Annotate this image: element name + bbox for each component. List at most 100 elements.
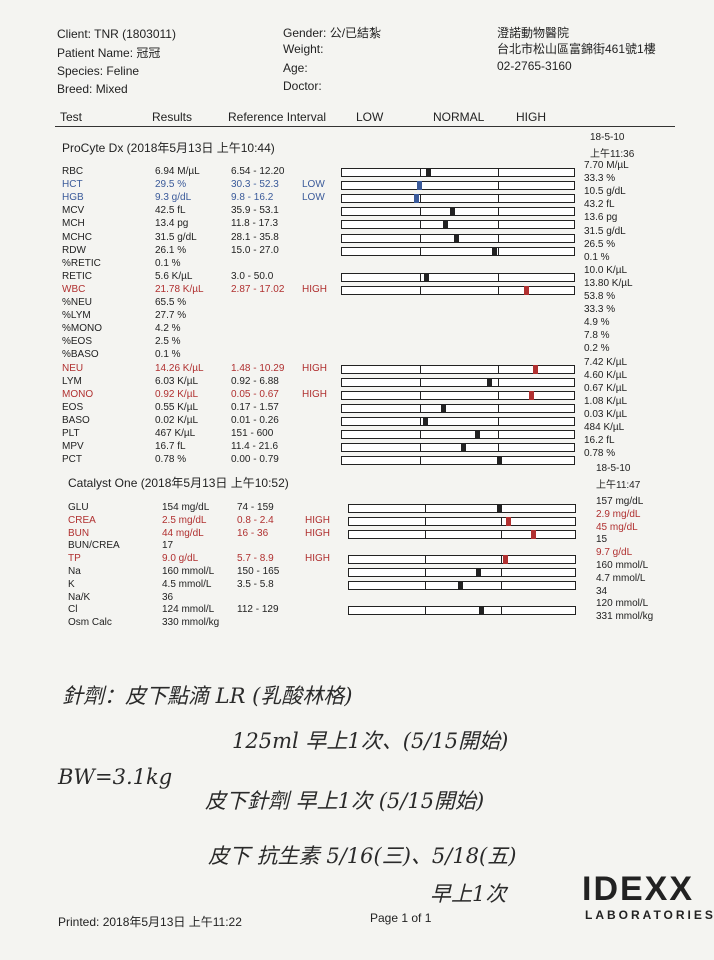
doctor: Doctor: xyxy=(283,79,322,93)
test-name: MPV xyxy=(62,441,84,453)
result: 36 xyxy=(162,591,174,603)
test-name: NEU xyxy=(62,362,84,374)
previous-result: 0.2 % xyxy=(584,343,610,355)
range-bar xyxy=(341,364,575,374)
result-marker xyxy=(503,555,509,565)
bar-divider xyxy=(420,404,421,412)
range-bar xyxy=(348,529,576,539)
result-marker xyxy=(425,168,431,177)
result-marker xyxy=(475,568,481,577)
bar-divider xyxy=(420,286,421,294)
range-bar xyxy=(341,285,575,295)
result: 0.55 K/µL xyxy=(155,401,199,413)
previous-result: 43.2 fL xyxy=(584,199,615,211)
flag: HIGH xyxy=(302,283,327,295)
reference: 16 - 36 xyxy=(237,527,269,539)
previous-result: 2.9 mg/dL xyxy=(596,508,641,520)
result: 124 mmol/L xyxy=(162,604,215,616)
bar-divider xyxy=(425,517,426,525)
bar-divider xyxy=(420,208,421,216)
result-marker xyxy=(474,430,480,439)
result: 4.5 mmol/L xyxy=(162,578,212,590)
bar-divider xyxy=(498,247,499,255)
gender: Gender: 公/已結紮 xyxy=(283,26,382,40)
reference: 3.5 - 5.8 xyxy=(237,578,274,590)
result-marker xyxy=(529,390,535,400)
result-marker xyxy=(531,529,537,539)
test-name: %LYM xyxy=(62,310,91,322)
previous-result: 120 mmol/L xyxy=(596,598,649,610)
range-bar xyxy=(341,194,575,204)
result-marker xyxy=(442,220,448,230)
reference: 1.48 - 10.29 xyxy=(231,362,285,374)
bar-divider xyxy=(420,391,421,399)
reference: 74 - 159 xyxy=(237,502,274,513)
result: 13.4 pg xyxy=(155,218,189,230)
test-name: BUN xyxy=(68,527,90,539)
result: 16.7 fL xyxy=(155,441,186,453)
previous-result: 31.5 g/dL xyxy=(584,225,626,237)
bar-divider xyxy=(420,221,421,229)
reference: 30.3 - 52.3 xyxy=(231,179,279,191)
previous-result: 10.0 K/µL xyxy=(584,264,628,276)
header-rule xyxy=(55,126,675,127)
previous-result: 45 mg/dL xyxy=(596,521,638,533)
test-name: CREA xyxy=(68,514,96,526)
test-name: Na xyxy=(68,566,81,577)
result-marker xyxy=(524,285,530,295)
bar-divider xyxy=(420,431,421,438)
bar-divider xyxy=(501,517,502,525)
bar-divider xyxy=(498,365,499,373)
handwritten-note: 125ml 早上1次、(5/15開始) xyxy=(232,729,509,753)
range-bar xyxy=(348,606,576,616)
bar-divider xyxy=(498,286,499,294)
test-name: MONO xyxy=(62,388,94,400)
previous-result: 15 xyxy=(596,534,608,546)
reference: 3.0 - 50.0 xyxy=(231,270,274,282)
bar-divider xyxy=(501,530,502,538)
result-marker xyxy=(496,504,502,513)
range-bar xyxy=(341,390,575,400)
bar-divider xyxy=(498,195,499,203)
bar-divider xyxy=(501,581,502,589)
prev-date: 18-5-10 xyxy=(596,463,631,474)
handwritten-note: 皮下針劑 早上1次 (5/15開始) xyxy=(205,789,485,813)
bar-divider xyxy=(420,457,421,465)
bar-divider xyxy=(425,569,426,576)
result-marker xyxy=(417,181,423,191)
previous-result: 10.5 g/dL xyxy=(584,186,626,198)
test-name: %BASO xyxy=(62,349,99,361)
section-title: Catalyst One (2018年5月13日 上午10:52) xyxy=(68,476,289,490)
column-header: LOW xyxy=(356,110,384,124)
result-marker xyxy=(413,194,419,204)
result: 31.5 g/dL xyxy=(155,231,197,243)
previous-result: 157 mg/dL xyxy=(596,496,644,507)
test-name: PCT xyxy=(62,454,82,466)
column-header: Test xyxy=(60,110,83,124)
previous-result: 34 xyxy=(596,585,608,597)
previous-result: 53.8 % xyxy=(584,291,616,302)
bar-divider xyxy=(420,273,421,281)
flag: LOW xyxy=(302,192,325,204)
result: 9.3 g/dL xyxy=(155,192,192,204)
result: 467 K/µL xyxy=(155,428,196,439)
reference: 5.7 - 8.9 xyxy=(237,553,274,565)
test-name: TP xyxy=(68,553,81,565)
range-bar xyxy=(341,220,575,230)
bar-divider xyxy=(420,378,421,386)
range-bar xyxy=(348,580,576,590)
bar-divider xyxy=(498,234,499,242)
test-name: MCH xyxy=(62,218,85,230)
reference: 0.8 - 2.4 xyxy=(237,514,274,526)
test-name: RDW xyxy=(62,244,86,256)
reference: 150 - 165 xyxy=(237,566,280,577)
result: 330 mmol/kg xyxy=(162,617,220,629)
result: 5.6 K/µL xyxy=(155,270,193,282)
previous-result: 4.7 mmol/L xyxy=(596,572,646,584)
test-name: HGB xyxy=(62,192,84,204)
previous-result: 160 mmol/L xyxy=(596,560,649,571)
prev-time: 上午11:36 xyxy=(590,149,635,160)
result: 42.5 fL xyxy=(155,205,186,217)
flag: HIGH xyxy=(302,388,327,400)
range-bar xyxy=(341,377,575,387)
